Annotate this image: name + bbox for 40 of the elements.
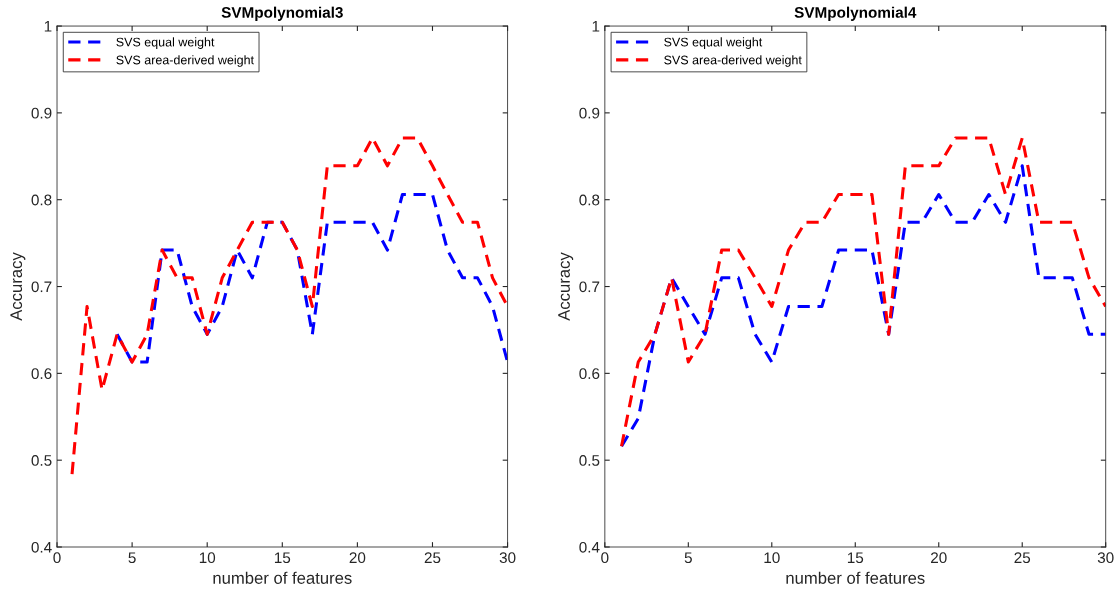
x-tick-label: 25 xyxy=(1014,552,1031,564)
y-tick-label: 0.4 xyxy=(31,541,52,553)
x-tick-label: 5 xyxy=(684,552,692,564)
legend-label: SVS area-derived weight xyxy=(664,55,802,67)
y-axis-title: Accuracy xyxy=(10,252,26,321)
y-tick-label: 0.5 xyxy=(579,455,600,466)
x-tick-label: 10 xyxy=(764,552,780,564)
x-tick-label: 0 xyxy=(601,552,609,564)
y-tick-label: 0.6 xyxy=(31,368,52,380)
x-tick-label: 15 xyxy=(274,552,291,564)
x-tick-label: 0 xyxy=(53,552,61,564)
y-tick-label: 0.5 xyxy=(31,455,52,466)
y-tick-label: 1 xyxy=(44,21,52,32)
y-tick-label: 0.6 xyxy=(579,368,600,380)
y-tick-label: 0.4 xyxy=(579,541,600,553)
x-tick-label: 25 xyxy=(424,552,441,564)
legend-label: SVS area-derived weight xyxy=(116,55,254,67)
x-tick-label: 20 xyxy=(931,552,947,564)
chart-title: SVMpolynomial4 xyxy=(794,6,917,21)
y-tick-label: 0.9 xyxy=(31,107,52,119)
x-tick-label: 30 xyxy=(1097,552,1114,564)
line-series xyxy=(70,136,508,476)
y-tick-label: 0.8 xyxy=(31,194,52,206)
y-tick-label: 0.9 xyxy=(579,107,600,119)
y-tick-label: 1 xyxy=(592,21,600,32)
x-axis-title: number of features xyxy=(786,571,925,584)
x-axis-title: number of features xyxy=(213,571,352,584)
x-tick-label: 20 xyxy=(349,552,366,564)
x-tick-label: 15 xyxy=(847,552,864,564)
x-tick-label: 30 xyxy=(499,552,516,564)
y-tick-label: 0.8 xyxy=(579,194,600,206)
y-tick-label: 0.7 xyxy=(31,281,52,293)
x-tick-label: 10 xyxy=(199,552,216,564)
chart-title: SVMpolynomial3 xyxy=(221,6,343,21)
legend-label: SVS equal weight xyxy=(116,37,215,49)
line-series xyxy=(115,192,508,364)
x-tick-label: 5 xyxy=(128,552,136,564)
y-tick-label: 0.7 xyxy=(579,281,600,293)
y-axis-title: Accuracy xyxy=(558,252,574,321)
legend-label: SVS equal weight xyxy=(664,37,763,49)
